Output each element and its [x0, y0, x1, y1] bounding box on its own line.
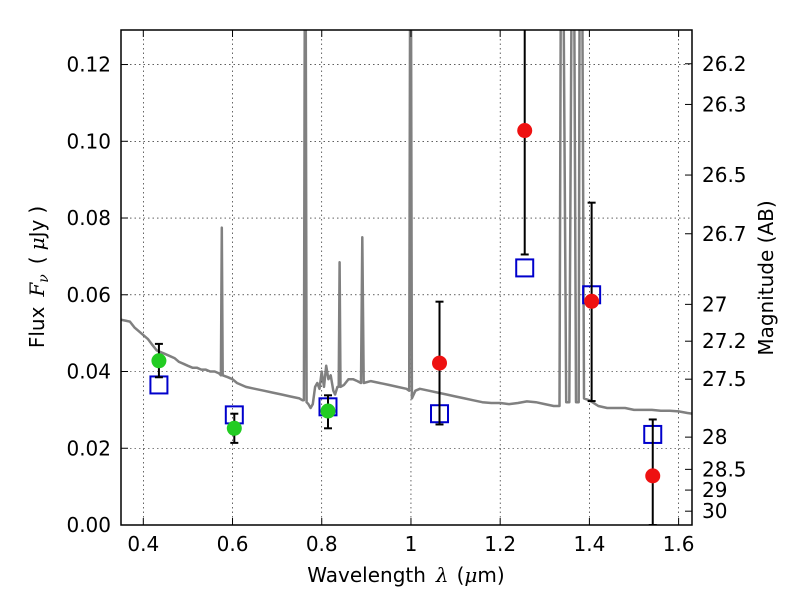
x-tick-label: 0.6 — [217, 532, 249, 556]
magnitude-tick-label: 27.5 — [702, 367, 747, 391]
x-axis-label: Wavelength λ (μm) — [307, 563, 504, 587]
magnitude-tick-label: 26.3 — [702, 92, 747, 116]
x-axis-ticks: 0.4 0.6 0.8 1 1.2 1.4 1.6 — [127, 30, 695, 556]
magnitude-tick-label: 29 — [702, 478, 727, 502]
model-photometry-square — [149, 375, 169, 395]
model-spectrum-line — [121, 30, 692, 415]
y-axis-ticks: 0.00 0.02 0.04 0.06 0.08 0.10 0.12 — [66, 53, 128, 537]
magnitude-tick-label: 28.5 — [702, 457, 747, 481]
y-axis-label: FluxFν(μJy) — [25, 206, 52, 348]
ground_photometry-point — [226, 420, 242, 436]
y-tick-label: 0.08 — [66, 206, 111, 230]
y-tick-label: 0.04 — [66, 360, 111, 384]
model-photometry-squares — [149, 258, 663, 444]
x-tick-label: 1.2 — [484, 532, 516, 556]
magnitude-tick-label: 28 — [702, 425, 727, 449]
magnitude-tick-label: 27 — [702, 292, 727, 316]
observed-photometry-points — [151, 123, 661, 484]
space_photometry-point — [584, 293, 600, 309]
magnitude-tick-label: 30 — [702, 499, 727, 523]
y-tick-label: 0.12 — [66, 53, 111, 77]
magnitude-tick-label: 26.5 — [702, 163, 747, 187]
x-tick-label: 0.4 — [127, 532, 159, 556]
magnitude-tick-label: 26.7 — [702, 222, 747, 246]
magnitude-axis-label: Magnitude (AB) — [754, 200, 778, 355]
plot-frame — [120, 29, 693, 526]
space_photometry-point — [645, 468, 661, 484]
spectrum-path — [121, 30, 692, 415]
x-tick-label: 1.6 — [663, 532, 695, 556]
ground_photometry-point — [320, 403, 336, 419]
space_photometry-point — [517, 123, 533, 139]
x-tick-label: 1.4 — [573, 532, 605, 556]
magnitude-tick-label: 26.2 — [702, 52, 747, 76]
space_photometry-point — [432, 355, 448, 371]
y-tick-label: 0.00 — [66, 513, 111, 537]
y-tick-label: 0.02 — [66, 436, 111, 460]
grid-lines — [121, 30, 692, 526]
x-tick-label: 0.8 — [306, 532, 338, 556]
magnitude-tick-label: 27.2 — [702, 329, 747, 353]
model-photometry-square — [515, 258, 535, 278]
ground_photometry-point — [151, 353, 167, 369]
x-tick-label: 1 — [405, 532, 418, 556]
y-tick-label: 0.06 — [66, 283, 111, 307]
y-tick-label: 0.10 — [66, 129, 111, 153]
plot-content — [121, 30, 692, 525]
